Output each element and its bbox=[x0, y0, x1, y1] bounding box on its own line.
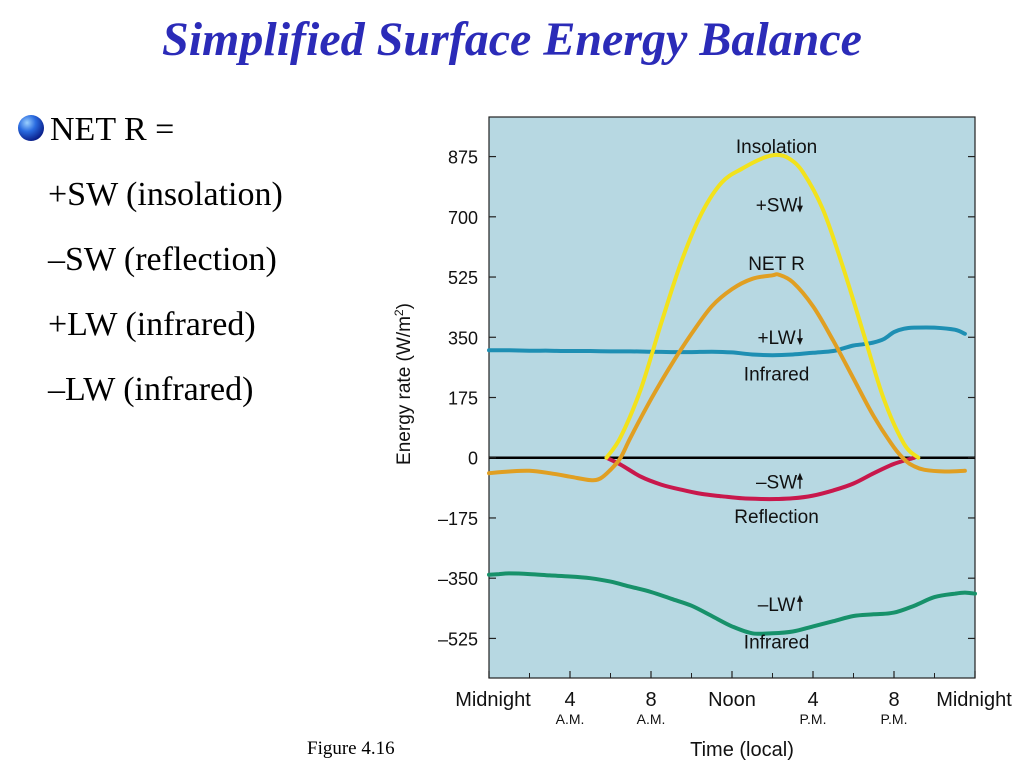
y-tick-label: 700 bbox=[448, 208, 478, 228]
arrow-down-icon bbox=[796, 196, 803, 213]
bullet-list: NET R = +SW (insolation) –SW (reflection… bbox=[18, 104, 283, 429]
x-tick-label: Midnight bbox=[936, 689, 1012, 711]
bullet-item-net-r: NET R = bbox=[18, 104, 283, 169]
annotation-lw-in-label: +LW bbox=[757, 328, 795, 349]
x-tick-sublabel: A.M. bbox=[556, 711, 585, 727]
series-line-insolation bbox=[604, 152, 921, 460]
y-tick-label: 175 bbox=[448, 389, 478, 409]
annotation-insolation-label: Insolation bbox=[736, 137, 817, 158]
slide-title: Simplified Surface Energy Balance bbox=[162, 13, 862, 66]
bullet-line-lw-in: +LW (infrared) bbox=[48, 306, 256, 343]
x-tick-sublabel: P.M. bbox=[881, 711, 908, 727]
annotation-lw-out-label: –LW bbox=[758, 595, 796, 616]
annotation-lw-out-sub: Infrared bbox=[744, 633, 809, 654]
figure-caption: Figure 4.16 bbox=[307, 738, 395, 759]
y-tick-label: –350 bbox=[438, 569, 478, 589]
x-tick-label: 4 bbox=[807, 689, 818, 711]
arrow-up-icon bbox=[796, 472, 803, 489]
x-tick-label: 4 bbox=[564, 689, 575, 711]
arrow-down-icon bbox=[796, 329, 803, 346]
x-tick-label: Noon bbox=[708, 689, 756, 711]
plot-area bbox=[488, 116, 976, 679]
annotation-sw-out-label: –SW bbox=[756, 473, 797, 494]
bullet-line-sw-out: –SW (reflection) bbox=[48, 241, 277, 278]
x-tick-label: Midnight bbox=[455, 689, 531, 711]
y-tick-label: 0 bbox=[468, 449, 478, 469]
y-tick-label: 525 bbox=[448, 268, 478, 288]
y-tick-label: 350 bbox=[448, 328, 478, 348]
annotation-lw-in-sub: Infrared bbox=[744, 364, 809, 385]
x-tick-label: 8 bbox=[888, 689, 899, 711]
series-line-reflection bbox=[604, 455, 917, 502]
series-line-lw-in bbox=[487, 325, 967, 358]
annotation-sw-in-label: +SW bbox=[756, 196, 798, 217]
y-tick-label: –525 bbox=[438, 629, 478, 649]
series-line-net-r bbox=[487, 272, 967, 483]
y-tick-label: 875 bbox=[448, 148, 478, 168]
bullet-line-sw-in: +SW (insolation) bbox=[48, 176, 283, 213]
x-tick-label: 8 bbox=[645, 689, 656, 711]
annotation-netr-label: NET R bbox=[748, 254, 805, 275]
x-tick-sublabel: P.M. bbox=[800, 711, 827, 727]
bullet-head-text: NET R = bbox=[50, 111, 175, 148]
series-line-lw-out bbox=[487, 571, 977, 636]
y-tick-label: –175 bbox=[438, 509, 478, 529]
bullet-sphere-icon bbox=[18, 115, 44, 142]
arrow-up-icon bbox=[796, 594, 803, 611]
y-axis-label: Energy rate (W/m2) bbox=[392, 303, 415, 465]
x-tick-sublabel: A.M. bbox=[637, 711, 666, 727]
x-axis-label: Time (local) bbox=[690, 739, 794, 761]
bullet-line-lw-out: –LW (infrared) bbox=[48, 371, 254, 408]
annotation-reflection-label: Reflection bbox=[734, 507, 819, 528]
